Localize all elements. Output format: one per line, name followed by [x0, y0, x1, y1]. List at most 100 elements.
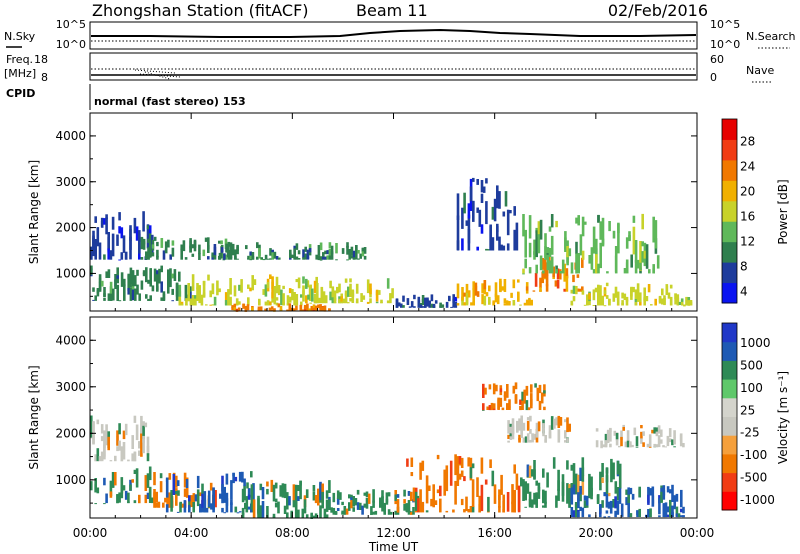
power-range-cell — [314, 305, 318, 311]
power-range-cell — [120, 272, 124, 287]
velocity-range-cell — [241, 507, 245, 515]
power-range-cell — [231, 306, 234, 311]
velocity-range-cell — [476, 477, 479, 497]
velocity-range-cell — [148, 466, 152, 481]
power-range-cell — [162, 291, 166, 300]
power-range-cell — [147, 238, 150, 243]
velocity-range-cell — [525, 400, 529, 411]
velocity-range-cell — [166, 495, 169, 508]
power-range-cell — [305, 295, 308, 304]
power-range-cell — [525, 299, 529, 306]
power-range-cell — [485, 178, 488, 184]
power-colorbar-tick-label: 16 — [740, 210, 755, 224]
power-range-cell — [634, 260, 638, 274]
power-range-cell — [235, 308, 239, 311]
power-range-cell — [271, 281, 274, 299]
freq-unit: [MHz] — [4, 67, 36, 80]
power-range-cell — [222, 259, 226, 261]
power-range-cell — [191, 274, 195, 291]
velocity-range-cell — [250, 501, 254, 510]
power-range-cell — [164, 249, 168, 253]
power-range-cell — [645, 296, 649, 302]
power-range-cell — [461, 238, 464, 251]
power-range-cell — [288, 307, 292, 311]
power-range-cell — [178, 271, 181, 282]
power-range-cell — [513, 206, 516, 216]
power-range-cell — [209, 290, 212, 298]
velocity-range-cell — [122, 430, 126, 440]
velocity-range-cell — [631, 493, 635, 500]
power-range-cell — [621, 300, 624, 306]
power-range-cell — [251, 256, 255, 260]
velocity-range-cell — [122, 442, 126, 460]
velocity-range-cell — [164, 497, 167, 503]
power-range-cell — [395, 303, 399, 308]
velocity-range-cell — [660, 439, 663, 444]
velocity-range-cell — [525, 385, 529, 396]
velocity-range-cell — [234, 476, 238, 482]
velocity-range-cell — [168, 473, 172, 480]
power-range-cell — [316, 283, 319, 295]
velocity-colorbar-tick-label: -100 — [740, 448, 767, 462]
velocity-range-cell — [188, 497, 191, 508]
power-range-cell — [120, 227, 124, 239]
velocity-range-cell — [508, 399, 511, 408]
power-range-cell — [528, 242, 532, 258]
noise-sky-trace — [91, 28, 697, 38]
velocity-range-cell — [529, 429, 532, 434]
power-range-cell — [189, 298, 193, 306]
power-range-cell — [614, 246, 618, 273]
power-range-cell — [92, 237, 95, 256]
power-range-cell — [641, 241, 644, 247]
power-range-cell — [306, 280, 310, 288]
velocity-range-cell — [460, 470, 464, 477]
power-range-cell — [550, 235, 554, 255]
velocity-range-cell — [538, 384, 542, 394]
power-range-cell — [450, 306, 453, 308]
velocity-range-cell — [328, 480, 331, 493]
velocity-range-cell — [533, 433, 537, 440]
velocity-range-cell — [675, 493, 679, 502]
power-range-cell — [641, 251, 644, 263]
power-range-cell — [575, 286, 578, 295]
power-range-cell — [136, 269, 139, 276]
velocity-range-cell — [616, 502, 620, 514]
noise-strip-frame — [89, 21, 698, 50]
velocity-range-cell — [658, 498, 661, 515]
velocity-range-cell — [492, 383, 496, 395]
power-range-cell — [319, 304, 322, 309]
velocity-range-cell — [658, 515, 661, 518]
power-range-cell — [355, 245, 358, 251]
velocity-range-cell — [243, 485, 246, 501]
power-range-cell — [333, 290, 337, 301]
velocity-range-cell — [192, 493, 196, 508]
velocity-range-cell — [680, 515, 683, 517]
velocity-range-cell — [372, 489, 375, 503]
power-range-cell — [539, 255, 543, 271]
power-range-cell — [576, 288, 580, 292]
power-range-cell — [282, 285, 285, 290]
velocity-range-cell — [520, 478, 523, 487]
power-range-cell — [592, 289, 596, 301]
power-range-cell — [127, 275, 130, 280]
velocity-range-cell — [185, 479, 189, 488]
velocity-range-cell — [350, 497, 353, 501]
velocity-range-cell — [530, 393, 533, 406]
power-range-cell — [643, 287, 646, 301]
velocity-range-cell — [523, 389, 526, 404]
velocity-range-cell — [509, 436, 513, 440]
velocity-range-cell — [207, 507, 211, 509]
power-range-cell — [413, 294, 416, 300]
power-range-cell — [570, 262, 574, 274]
power-range-cell — [592, 226, 596, 254]
power-range-cell — [237, 307, 241, 311]
velocity-range-cell — [250, 471, 253, 478]
power-range-cell — [258, 300, 261, 306]
velocity-range-cell — [348, 502, 351, 511]
freq-tick-low: 8 — [41, 71, 48, 84]
power-range-cell — [116, 284, 119, 301]
velocity-range-cell — [524, 506, 527, 508]
velocity-range-cell — [192, 502, 195, 513]
power-range-cell — [639, 241, 642, 271]
velocity-range-cell — [103, 430, 106, 448]
